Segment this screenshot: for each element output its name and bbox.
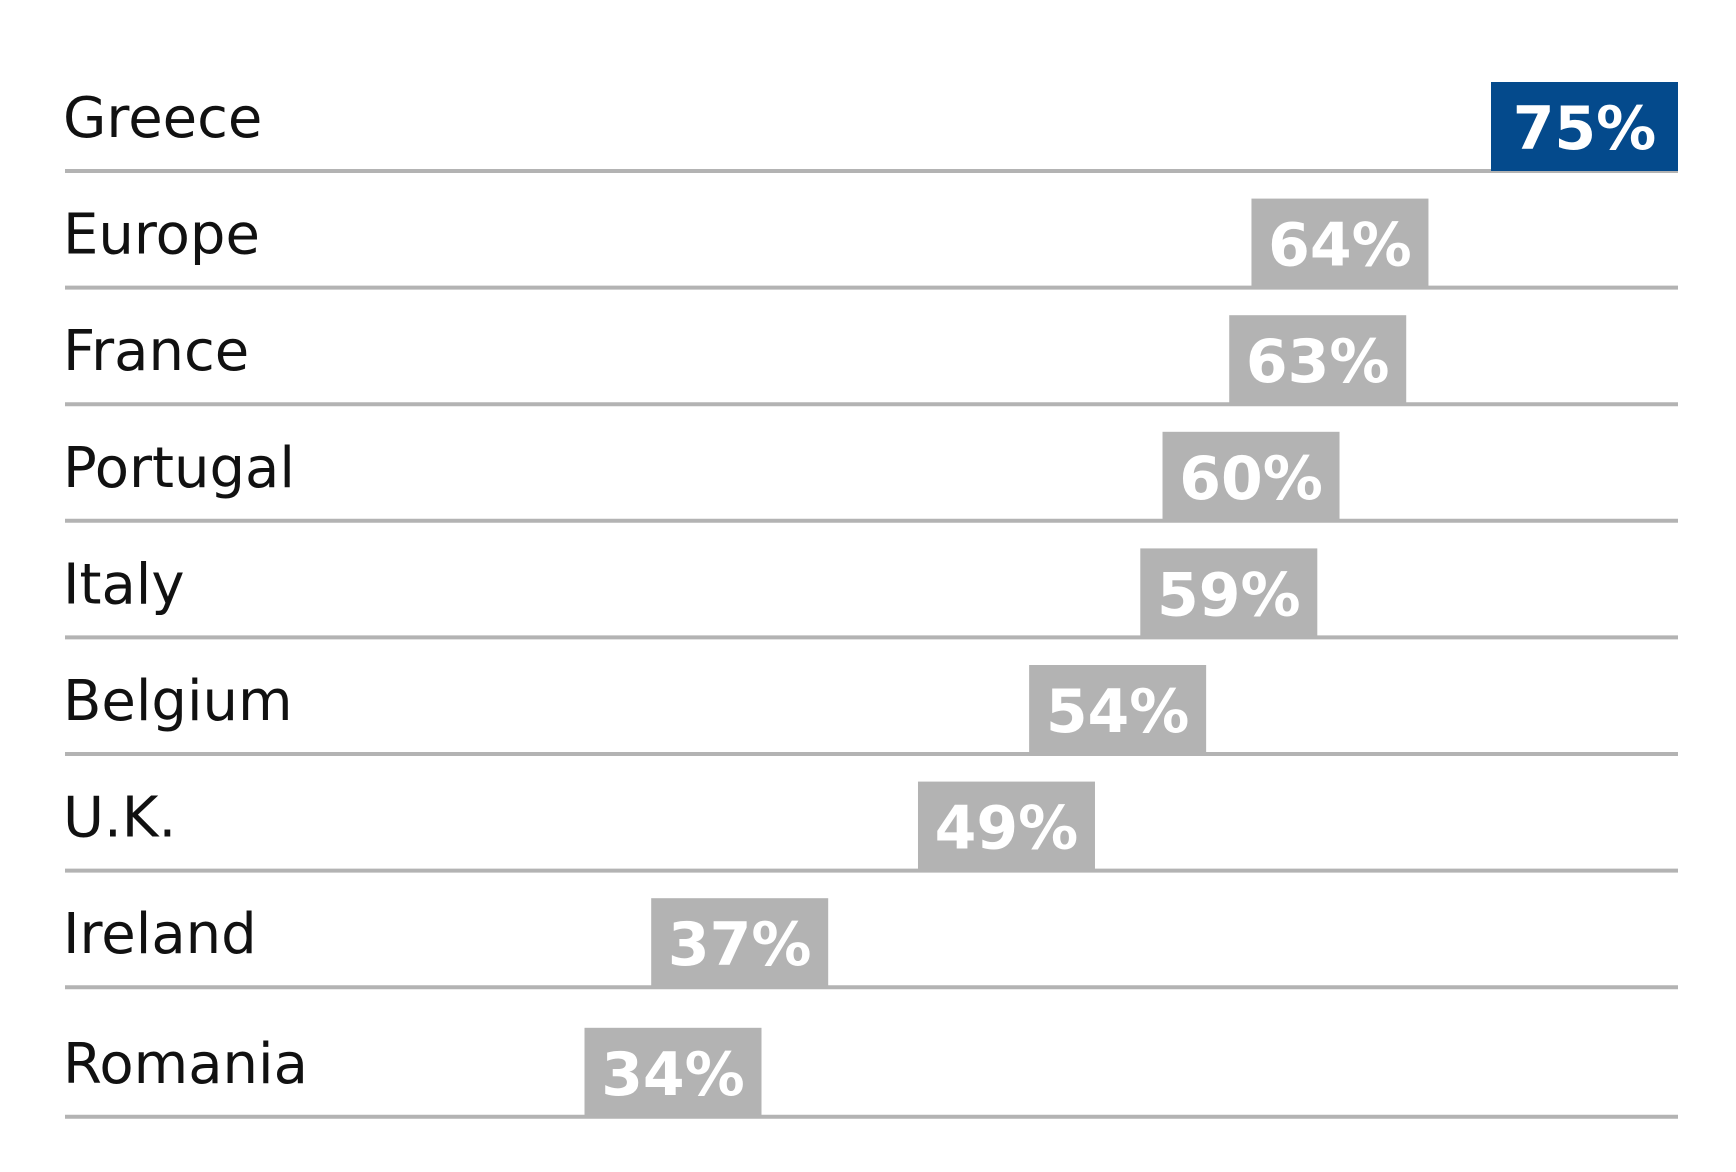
value-label: 60%: [1179, 444, 1323, 514]
value-label: 64%: [1268, 211, 1412, 281]
value-box: [584, 1027, 762, 1117]
value-box: [1162, 431, 1340, 521]
value-label: 59%: [1157, 560, 1301, 630]
value-box: [917, 781, 1095, 871]
category-label: Portugal: [63, 436, 295, 501]
category-label: Italy: [63, 552, 185, 617]
category-label: Belgium: [63, 669, 293, 734]
value-box: [1140, 548, 1318, 638]
category-label: France: [63, 319, 249, 384]
value-box: [651, 898, 829, 988]
value-box: [1029, 665, 1207, 754]
value-label: 49%: [935, 794, 1079, 864]
category-label: Ireland: [63, 902, 257, 967]
value-label: 75%: [1513, 94, 1657, 164]
category-label: Greece: [63, 86, 262, 151]
category-label: Romania: [63, 1032, 308, 1097]
value-box: [1229, 315, 1407, 405]
value-box: [1251, 198, 1429, 288]
value-label: 63%: [1246, 327, 1390, 397]
category-label: U.K.: [63, 786, 176, 851]
value-label: 54%: [1046, 677, 1190, 747]
value-label: 37%: [668, 910, 812, 980]
value-label: 34%: [601, 1040, 745, 1110]
value-box: [1491, 82, 1678, 171]
category-label: Europe: [63, 203, 260, 268]
